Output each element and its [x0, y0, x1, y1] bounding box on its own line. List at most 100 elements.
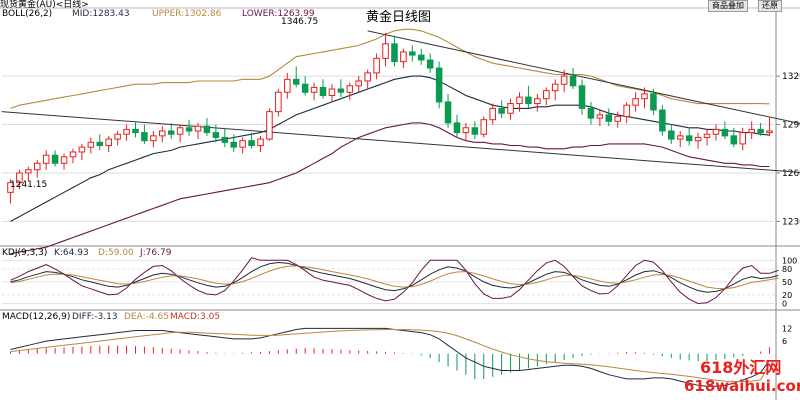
- candle-body-3: [33, 162, 41, 171]
- candle-body-55: [498, 107, 505, 114]
- candle-body-75: [676, 135, 684, 140]
- candle-body-9: [87, 141, 95, 148]
- candle-body-1: [16, 172, 23, 184]
- main-y-tick-label-1230: 1230: [782, 217, 800, 227]
- candle-body-54: [489, 107, 496, 121]
- watermark-line2: 618waihui.com: [684, 377, 800, 395]
- candle-body-76: [685, 135, 693, 142]
- candle-body-35: [319, 86, 327, 96]
- kdj-indicator-name: KDJ(9,3,3): [2, 248, 48, 258]
- candle-body-78: [703, 133, 711, 138]
- macd-value-label: MACD:3.05: [170, 312, 221, 322]
- candle-body-49: [444, 101, 452, 124]
- kdj-y-tick-label-80: 80: [782, 265, 792, 274]
- candle-body-29: [266, 111, 273, 140]
- candle-body-21: [194, 125, 202, 132]
- candle-body-57: [516, 96, 523, 105]
- candle-body-44: [400, 51, 407, 63]
- candle-body-82: [739, 132, 747, 145]
- candle-body-56: [507, 103, 514, 114]
- macd-diff-line: [10, 327, 770, 387]
- candle-body-68: [614, 115, 621, 122]
- candle-body-39: [355, 80, 363, 87]
- candle-body-73: [659, 109, 666, 132]
- candle-body-47: [426, 59, 434, 69]
- support-trendline: [1, 111, 800, 173]
- boll-lower-label: LOWER:1263.99: [242, 9, 315, 19]
- kdj-j-label: J:76.79: [140, 248, 172, 258]
- candle-body-30: [275, 91, 282, 113]
- candle-body-17: [159, 130, 166, 137]
- macd-diff-label: DIFF:-3.13: [72, 312, 118, 322]
- candle-body-83: [748, 128, 755, 134]
- boll-upper-label: UPPER:1302.86: [152, 9, 222, 19]
- candle-body-25: [230, 141, 237, 148]
- boll-mid-label: MID:1283.43: [72, 9, 130, 19]
- watermark-line1: 618外汇网: [700, 358, 782, 377]
- candle-body-6: [60, 156, 68, 164]
- candle-body-48: [435, 67, 443, 103]
- kdj-y-tick-label-0: 0: [782, 300, 787, 309]
- candle-body-7: [69, 151, 77, 158]
- kdj-d-label: D:59.00: [98, 248, 134, 258]
- candle-body-80: [721, 128, 729, 137]
- window-title: 现货黄金(AU)<日线>: [0, 0, 89, 10]
- candle-body-2: [25, 169, 32, 174]
- resistance-trendline: [367, 30, 800, 125]
- candle-body-32: [292, 78, 300, 85]
- candle-body-69: [623, 104, 630, 117]
- macd-y-tick-label-12: 12: [782, 324, 792, 333]
- candle-body-22: [203, 125, 211, 134]
- candle-body-43: [391, 43, 398, 63]
- candle-body-41: [373, 57, 380, 74]
- kdj-y-tick-label-50: 50: [782, 278, 792, 287]
- main-y-tick-label-1290: 1290: [782, 121, 800, 131]
- candle-body-24: [221, 136, 229, 143]
- candle-body-37: [337, 88, 345, 93]
- overlay-commodity-button[interactable]: 商品叠加: [708, 0, 748, 12]
- candle-body-62: [560, 75, 568, 85]
- high-annotation: 1346.75: [281, 17, 319, 27]
- candle-body-63: [569, 75, 577, 87]
- candle-body-85: [766, 130, 773, 134]
- candle-body-40: [364, 72, 371, 82]
- kdj-y-tick-label-100: 100: [782, 256, 797, 265]
- candle-body-46: [417, 54, 425, 61]
- candle-body-19: [176, 127, 184, 135]
- low-annotation: 1241.15: [10, 180, 48, 190]
- main-y-tick-label-1260: 1260: [782, 169, 800, 179]
- candle-body-10: [96, 141, 104, 147]
- candle-body-71: [641, 93, 648, 100]
- candle-body-65: [587, 107, 595, 119]
- candle-body-51: [462, 127, 470, 134]
- candle-body-12: [114, 133, 121, 140]
- macd-y-tick-label-6: 6: [782, 337, 787, 346]
- restore-button[interactable]: 还原: [758, 0, 782, 12]
- candle-body-16: [150, 135, 157, 142]
- candle-body-18: [167, 130, 175, 135]
- candle-body-38: [346, 85, 354, 93]
- candle-body-4: [42, 154, 50, 164]
- candle-body-0: [7, 182, 14, 193]
- macd-dea-label: DEA:-4.65: [124, 312, 169, 322]
- candle-body-42: [382, 43, 389, 59]
- kdj-d-line: [10, 265, 779, 290]
- candle-body-45: [409, 51, 416, 56]
- candle-body-67: [605, 114, 613, 122]
- kdj-j-line: [10, 257, 779, 305]
- boll-indicator-name: BOLL(26,2): [2, 9, 53, 19]
- macd-dea-line: [10, 329, 770, 382]
- kdj-y-tick-label-20: 20: [782, 291, 792, 300]
- chart-title: 黄金日线图: [366, 10, 432, 25]
- candle-body-11: [105, 138, 112, 147]
- macd-indicator-name: MACD(12,26,9): [2, 312, 71, 322]
- candle-body-84: [757, 128, 764, 134]
- candle-body-23: [212, 132, 220, 138]
- candle-body-81: [730, 135, 738, 145]
- boll-lower-line: [10, 122, 770, 255]
- candle-body-74: [668, 130, 675, 140]
- candle-body-14: [132, 128, 139, 134]
